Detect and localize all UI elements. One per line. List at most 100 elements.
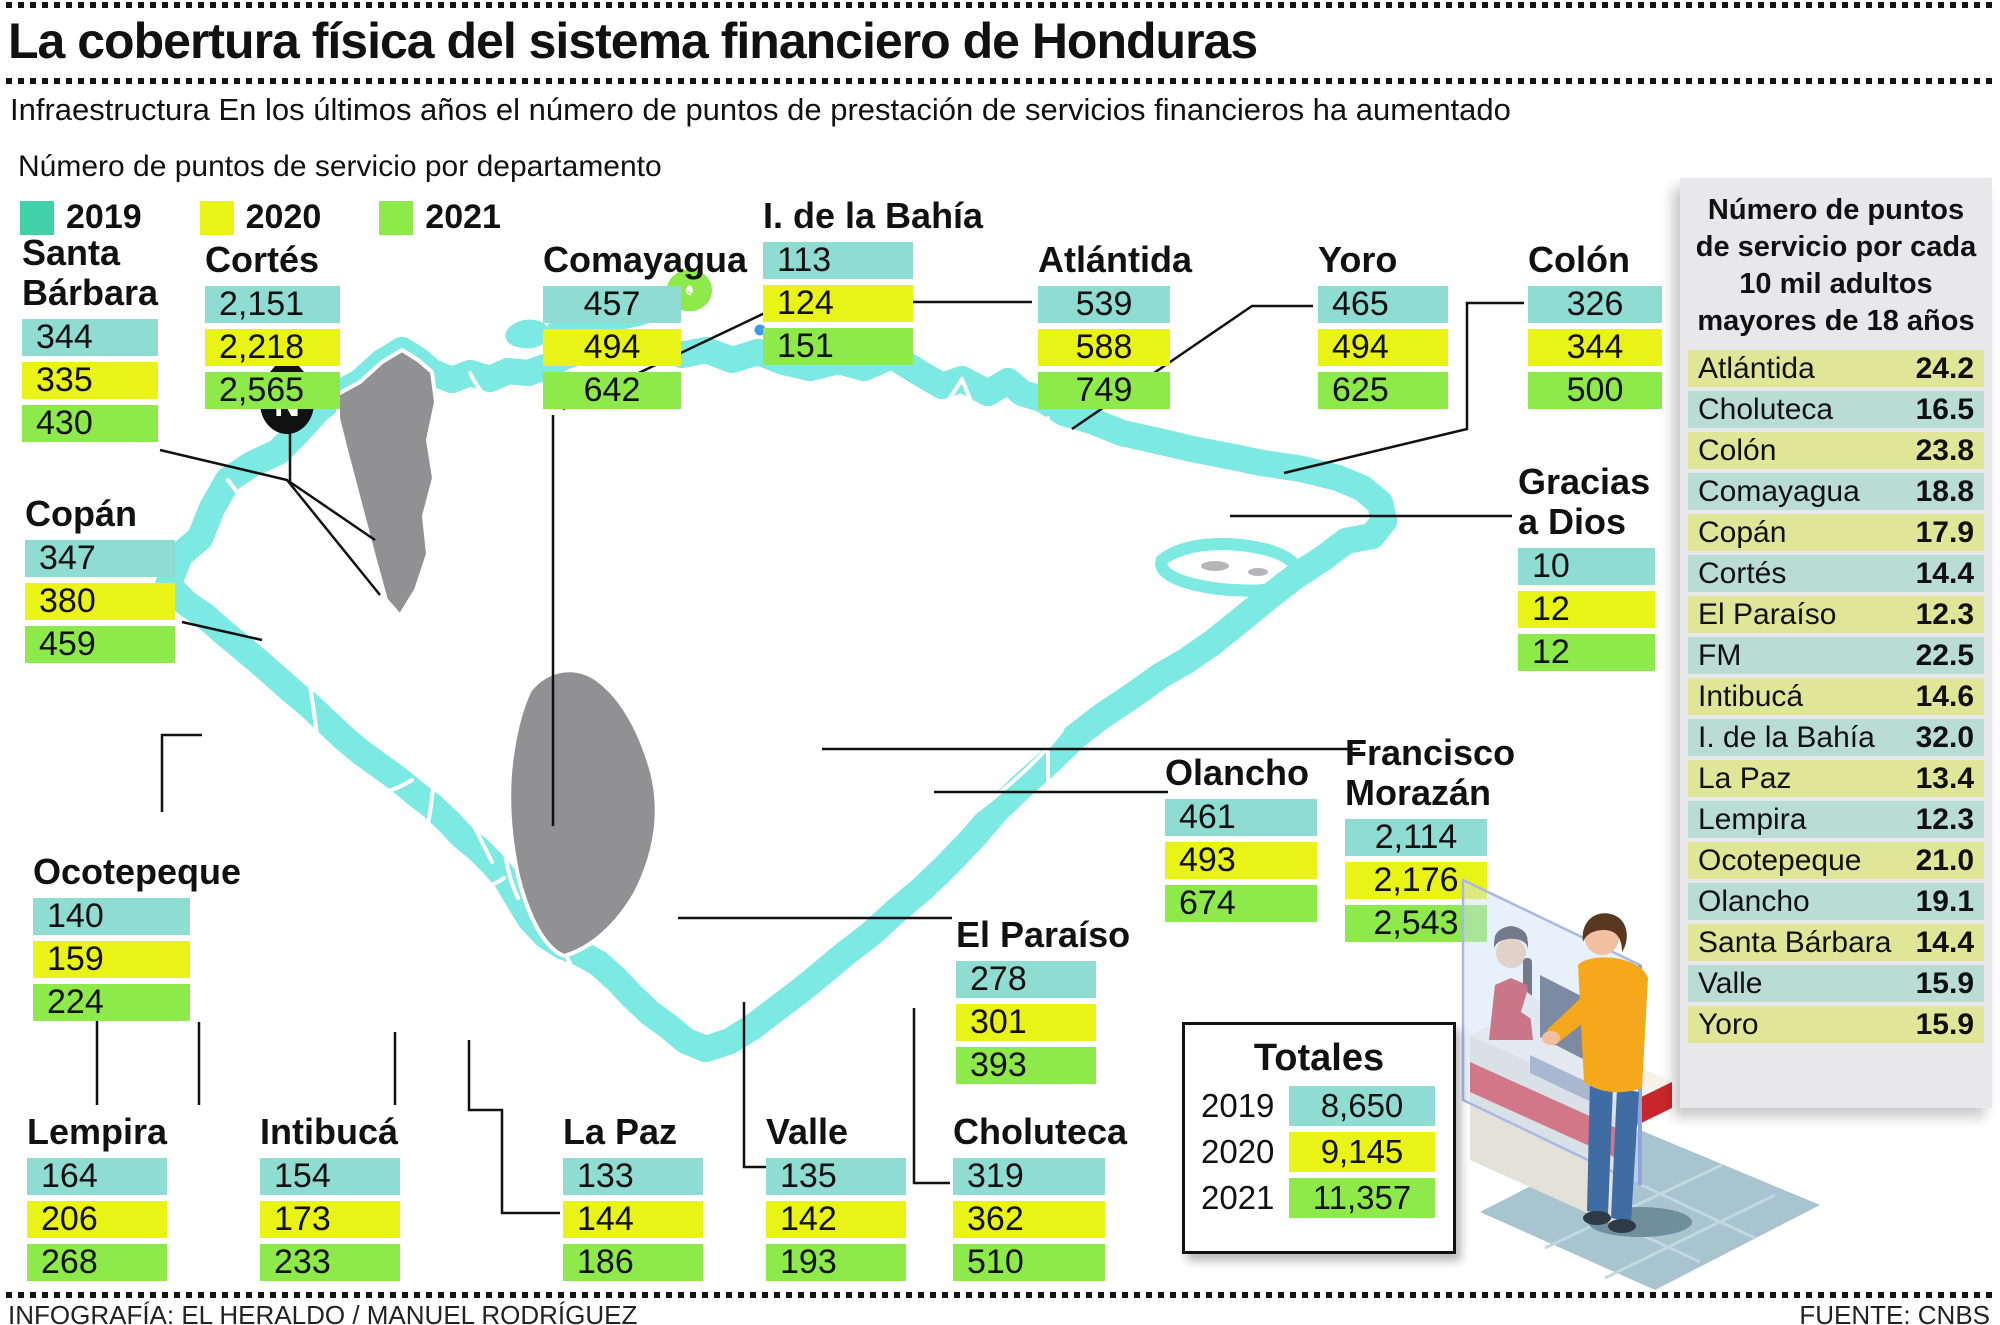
dept-block-choluteca: Choluteca 319 362 510 (953, 1112, 1127, 1287)
legend-label-2021: 2021 (425, 198, 501, 236)
coastline (155, 330, 1397, 1062)
legend-label-2020: 2020 (245, 198, 322, 236)
value-bar-2021: 500 (1528, 372, 1662, 409)
dept-block-atlantida: Atlántida 539 588 749 (1038, 240, 1192, 415)
dept-block-valle: Valle 135 142 193 (766, 1112, 906, 1287)
legend-swatch-2020 (199, 200, 234, 235)
value-bar-2020: 2,176 (1345, 862, 1487, 899)
cortes-region-dark (336, 347, 439, 620)
teller-person (1489, 926, 1570, 1040)
dept-block-yoro: Yoro 465 494 625 (1318, 240, 1448, 415)
value-bar-2020: 173 (260, 1201, 400, 1238)
totals-year: 2021 (1201, 1179, 1275, 1216)
value-bar-2020: 362 (953, 1201, 1105, 1238)
dept-label: Santa Bárbara (22, 232, 159, 313)
value-bar-2019: 278 (956, 961, 1096, 998)
value-bar-2019: 2,151 (205, 286, 340, 323)
totals-year: 2020 (1201, 1133, 1275, 1170)
value-bar-2021: 625 (1318, 372, 1448, 409)
caratasca-lagoon (1161, 544, 1299, 591)
legend-label-2019: 2019 (66, 198, 142, 236)
value-bar-2019: 154 (260, 1158, 400, 1195)
value-bar-2019: 10 (1518, 548, 1655, 585)
value-bar-2019: 457 (543, 286, 681, 323)
table-row: Colón 23.8 (1688, 432, 1984, 469)
value-bar-2021: 393 (956, 1047, 1096, 1084)
value-bar-2021: 224 (33, 984, 190, 1021)
dept-block-santa-barbara: Santa Bárbara 344 335 430 (22, 233, 158, 448)
dept-block-gracias-a-dios: Gracias a Dios 10 12 12 (1518, 462, 1655, 677)
legend: 2019 2020 2021 (20, 198, 501, 237)
value-bar-2019: 344 (22, 319, 158, 356)
legend-swatch-2019 (20, 200, 54, 235)
source-credit: FUENTE: CNBS (1799, 1300, 1990, 1325)
value-bar-2019: 347 (25, 540, 175, 577)
value-bar-2020: 494 (543, 329, 681, 366)
table-row: Lempira 12.3 (1688, 801, 1984, 838)
table-row: Cortés 14.4 (1688, 555, 1984, 592)
customer-person (1542, 913, 1648, 1233)
value-bar-2019: 319 (953, 1158, 1105, 1195)
legend-swatch-2021 (379, 200, 414, 235)
value-bar-2020: 380 (25, 583, 175, 620)
value-bar-2019: 164 (27, 1158, 167, 1195)
value-bar-2021: 233 (260, 1244, 400, 1281)
value-bar-2021: 186 (563, 1244, 703, 1281)
value-bar-2020: 301 (956, 1004, 1096, 1041)
table-row: I. de la Bahía 32.0 (1688, 719, 1984, 756)
value-bar-2020: 142 (766, 1201, 906, 1238)
value-bar-2019: 539 (1038, 286, 1170, 323)
table-row: El Paraíso 12.3 (1688, 596, 1984, 633)
page-title: La cobertura física del sistema financie… (8, 13, 1258, 69)
value-bar-2019: 133 (563, 1158, 703, 1195)
value-bar-2020: 588 (1038, 329, 1170, 366)
table-row: Olancho 19.1 (1688, 883, 1984, 920)
table-row: Valle 15.9 (1688, 965, 1984, 1002)
dept-block-colon: Colón 326 344 500 (1528, 240, 1662, 415)
value-bar-2020: 494 (1318, 329, 1448, 366)
rates-panel: Número de puntos de servicio por cada 10… (1680, 178, 1992, 1108)
table-row: La Paz 13.4 (1688, 760, 1984, 797)
totals-title: Totales (1253, 1037, 1385, 1079)
dept-label: Olancho (1165, 752, 1310, 793)
table-row: Intibucá 14.6 (1688, 678, 1984, 715)
value-bar-2021: 674 (1165, 885, 1317, 922)
dept-block-islas-de-la-bahia: I. de la Bahía 113 124 151 (763, 196, 983, 371)
legend-item-2020: 2020 (199, 198, 322, 237)
dept-label: Francisco Morazán (1345, 732, 1516, 813)
dept-block-lempira: Lempira 164 206 268 (27, 1112, 167, 1287)
value-bar-2020: 124 (763, 285, 913, 322)
value-bar-2019: 461 (1165, 799, 1317, 836)
dept-label: Cortés (205, 239, 320, 280)
table-row: FM 22.5 (1688, 637, 1984, 674)
value-bar-2019: 326 (1528, 286, 1662, 323)
value-bar-2019: 135 (766, 1158, 906, 1195)
dept-label: Colón (1528, 239, 1630, 280)
dept-label: Yoro (1318, 239, 1398, 280)
value-bar-2020: 335 (22, 362, 158, 399)
dept-block-olancho: Olancho 461 493 674 (1165, 753, 1317, 928)
dept-block-francisco-morazan: Francisco Morazán 2,114 2,176 2,543 (1345, 732, 1516, 948)
francisco-morazan-region-dark (507, 668, 659, 959)
dept-block-copan: Copán 347 380 459 (25, 494, 175, 669)
value-bar-2021: 193 (766, 1244, 906, 1281)
value-bar-2021: 510 (953, 1244, 1105, 1281)
value-bar-2021: 2,565 (205, 372, 340, 409)
value-bar-2021: 642 (543, 372, 681, 409)
totals-year: 2019 (1201, 1087, 1275, 1124)
value-bar-2021: 749 (1038, 372, 1170, 409)
totals-value: 11,357 (1289, 1178, 1435, 1218)
table-row: Choluteca 16.5 (1688, 391, 1984, 428)
value-bar-2021: 12 (1518, 634, 1655, 671)
totals-value: 8,650 (1289, 1086, 1435, 1126)
top-dotted-rule (6, 2, 1994, 8)
value-bar-2019: 113 (763, 242, 913, 279)
table-row: Comayagua 18.8 (1688, 473, 1984, 510)
dept-label: Intibucá (260, 1111, 399, 1152)
chart-note: Número de puntos de servicio por departa… (18, 150, 662, 183)
value-bar-2021: 151 (763, 328, 913, 365)
value-bar-2021: 268 (27, 1244, 167, 1281)
table-row: Santa Bárbara 14.4 (1688, 924, 1984, 961)
